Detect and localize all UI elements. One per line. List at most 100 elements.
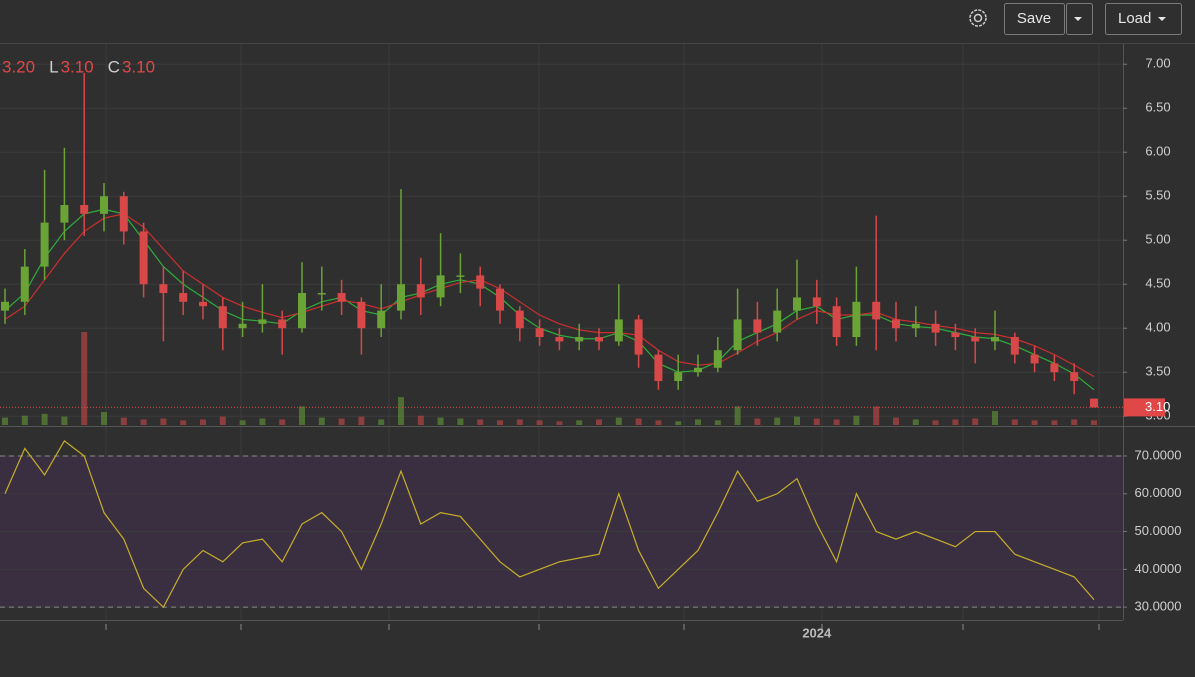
- y-tick-label: 60.0000: [1135, 485, 1182, 500]
- volume-bar: [596, 419, 602, 425]
- candle-body: [1050, 363, 1059, 373]
- volume-bar: [873, 406, 880, 425]
- volume-bar: [853, 415, 860, 425]
- legend-label: L: [49, 57, 58, 76]
- volume-bar: [675, 421, 682, 425]
- volume-bar: [794, 416, 800, 425]
- volume-bar: [1051, 420, 1058, 425]
- gear-hub: [973, 13, 983, 23]
- save-button[interactable]: [1004, 3, 1065, 35]
- volume-bar: [932, 420, 939, 425]
- volume-bar: [101, 411, 107, 425]
- legend-value: 3.10: [61, 57, 94, 76]
- volume-bar: [1011, 419, 1018, 425]
- candle-body: [1090, 398, 1098, 408]
- candle-body: [654, 354, 663, 382]
- candle-body: [694, 367, 702, 373]
- volume-bar: [952, 419, 959, 425]
- volume-bar: [61, 416, 68, 425]
- candle-body: [199, 301, 207, 307]
- volume-bar: [338, 418, 345, 425]
- volume-bar: [714, 420, 721, 425]
- volume-bar: [180, 420, 187, 425]
- volume-bar: [378, 419, 385, 425]
- legend-value: 3.10: [122, 57, 155, 76]
- volume-bar: [299, 406, 305, 425]
- candle-body: [1070, 372, 1079, 382]
- candle-body: [436, 275, 445, 298]
- candle-body: [872, 301, 881, 320]
- caret: [1074, 17, 1082, 21]
- candle-body: [317, 293, 326, 295]
- plot-area: 3.003.504.004.505.005.506.006.507.002024…: [0, 44, 1195, 640]
- candle-body: [80, 205, 89, 214]
- volume-bar: [120, 417, 127, 425]
- volume-bar: [1031, 420, 1038, 425]
- candle-body: [496, 288, 504, 311]
- y-tick-label: 30.0000: [1135, 599, 1182, 614]
- candle-body: [931, 323, 940, 333]
- candle-body: [60, 205, 69, 223]
- volume-bar: [516, 419, 523, 425]
- load-button[interactable]: [1105, 3, 1182, 35]
- candle-body: [595, 337, 603, 342]
- candle-body: [357, 301, 366, 329]
- y-tick-label: 50.0000: [1135, 523, 1182, 538]
- candle-body: [119, 196, 128, 232]
- candle-body: [614, 319, 623, 342]
- candle-body: [416, 284, 425, 298]
- y-tick-label: 4.00: [1145, 320, 1170, 335]
- candle-body: [773, 310, 782, 333]
- candle-body: [991, 337, 999, 342]
- candle-body: [377, 310, 386, 329]
- volume-bar: [695, 419, 701, 425]
- legend-value: 3.20: [2, 57, 35, 76]
- y-tick-label: 6.50: [1145, 100, 1170, 115]
- candle-body: [1030, 354, 1039, 364]
- volume-bar: [219, 416, 226, 425]
- candle-body: [238, 323, 247, 329]
- candle-body: [258, 319, 267, 324]
- save-label[interactable]: Save: [1017, 10, 1051, 27]
- candle-body: [674, 372, 683, 382]
- volume-bar: [318, 417, 325, 425]
- candle-body: [555, 337, 564, 342]
- volume-bar: [536, 420, 543, 425]
- volume-bar: [972, 418, 979, 425]
- candle-body: [218, 306, 227, 329]
- settings-button[interactable]: [969, 9, 987, 27]
- volume-bar: [417, 415, 424, 425]
- volume-bar: [576, 420, 583, 425]
- candle-body: [951, 332, 960, 338]
- volume-bar: [239, 420, 246, 425]
- moving-average-line: [4, 213, 1095, 378]
- y-tick-label: 7.00: [1145, 56, 1170, 71]
- candle-body: [713, 350, 722, 368]
- volume-bar: [833, 419, 840, 425]
- volume-bar: [912, 419, 919, 425]
- volume-bar: [1091, 420, 1097, 425]
- candle-body: [634, 319, 643, 355]
- candle-body: [397, 284, 405, 311]
- volume-bar: [774, 417, 781, 425]
- candle-body: [337, 293, 346, 302]
- volume-bar: [813, 418, 820, 425]
- y-tick-label: 4.50: [1145, 276, 1170, 291]
- volume-bar: [358, 416, 365, 425]
- y-tick-label: 5.50: [1145, 188, 1170, 203]
- candle-body: [159, 284, 168, 294]
- x-tick-label: 2024: [802, 625, 832, 640]
- candle-body: [1, 301, 9, 311]
- candle-body: [515, 310, 524, 329]
- volume-bar: [398, 397, 404, 425]
- volume-bar: [200, 419, 206, 425]
- volume-bar: [21, 415, 28, 425]
- y-tick-label: 3.50: [1145, 364, 1170, 379]
- candle-body: [1010, 337, 1019, 355]
- load-label[interactable]: Load: [1118, 10, 1151, 27]
- volume-bar: [279, 419, 286, 425]
- candle-body: [812, 297, 821, 307]
- candle-body: [852, 301, 861, 338]
